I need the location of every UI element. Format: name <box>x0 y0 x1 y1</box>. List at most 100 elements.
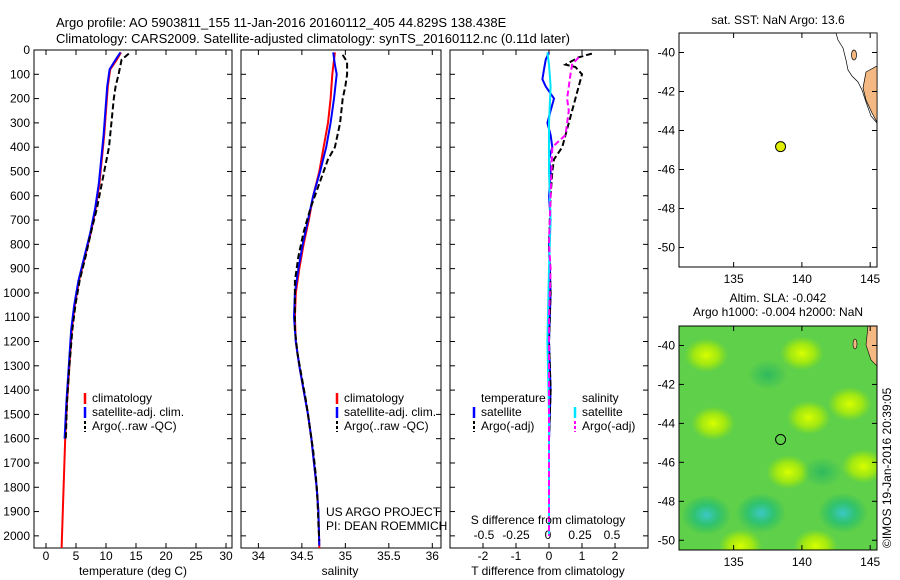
salinity-legend: climatology satellite-adj. clim. Argo(..… <box>335 391 436 433</box>
argo-float-sla-marker <box>775 434 787 446</box>
depth-tick-label: 200 <box>10 92 30 106</box>
difference-xlabel: T difference from climatology <box>471 564 625 578</box>
position-map-ytick-label: -42 <box>658 85 676 99</box>
difference-xtick-label: 0 <box>546 549 553 563</box>
salinity-xtick-label: 34.5 <box>290 549 314 563</box>
sla-anomaly-high <box>684 338 729 373</box>
temperature-xlabel: temperature (deg C) <box>79 564 187 578</box>
position-map-ytick-label: -50 <box>658 241 676 255</box>
position-map-ytick-label: -40 <box>658 46 676 60</box>
legend-group-temperature: temperature <box>481 391 546 405</box>
sla-map-title1: Altim. SLA: -0.042 <box>730 291 827 305</box>
depth-tick-label: 1400 <box>3 383 30 397</box>
difference-xtick-label: -1 <box>511 549 522 563</box>
position-map-title: sat. SST: NaN Argo: 13.6 <box>711 13 845 27</box>
depth-tick-label: 0 <box>23 43 30 57</box>
depth-tick-label: 700 <box>10 213 30 227</box>
depth-tick-label: 1000 <box>3 286 30 300</box>
sla-anomaly-mid-low <box>802 457 843 488</box>
depth-tick-label: 800 <box>10 237 30 251</box>
legend-label-climatology: climatology <box>344 391 404 405</box>
temperature-axes-frame <box>33 49 233 549</box>
temperature-xtick-label: 30 <box>219 549 233 563</box>
temperature-series-argo-raw-qc- <box>64 52 130 439</box>
credit-pi: PI: DEAN ROEMMICH <box>326 519 447 533</box>
sla-map-ytick-label: -50 <box>658 533 676 547</box>
salinity-xtick-label: 34 <box>252 549 266 563</box>
depth-tick-label: 1300 <box>3 359 30 373</box>
depth-tick-label: 1200 <box>3 335 30 349</box>
depth-tick-label: 600 <box>10 189 30 203</box>
difference-xtick-label: 1 <box>579 549 586 563</box>
sla-anomaly-low <box>681 494 732 535</box>
difference-x2tick-label: 0.5 <box>604 528 621 542</box>
sla-anomaly-high <box>766 455 811 490</box>
argo-float-position-marker <box>775 141 787 153</box>
figure-title-line2: Climatology: CARS2009. Satellite-adjuste… <box>56 31 571 46</box>
temperature-xtick-label: 15 <box>129 549 143 563</box>
depth-tick-label: 1100 <box>4 310 30 324</box>
legend-label-satellite: satellite-adj. clim. <box>92 405 184 419</box>
position-map-xtick-label: 145 <box>860 272 880 286</box>
figure-title-line1: Argo profile: AO 5903811_155 11-Jan-2016… <box>56 15 507 30</box>
position-map-xtick-label: 135 <box>724 272 744 286</box>
sla-map-ytick-label: -44 <box>658 416 676 430</box>
island-sla <box>852 338 858 350</box>
sla-anomaly-low <box>735 492 786 533</box>
depth-tick-label: 500 <box>10 164 30 178</box>
legend-label-argo: Argo(..raw -QC) <box>92 419 177 433</box>
sla-map-title2: Argo h1000: -0.004 h2000: NaN <box>693 305 863 319</box>
sla-anomaly-high <box>786 400 831 435</box>
depth-tick-label: 1500 <box>3 407 30 421</box>
depth-tick-label: 1700 <box>3 456 30 470</box>
sla-anomaly-high <box>841 449 877 484</box>
depth-tick-label: 900 <box>10 262 30 276</box>
legend-label-t-argo: Argo(-adj) <box>481 419 534 433</box>
difference-x2tick-label: 0.25 <box>568 528 592 542</box>
legend-label-t-satellite: satellite <box>481 405 522 419</box>
difference-x2label: S difference from climatology <box>471 513 626 527</box>
depth-tick-label: 1600 <box>3 432 30 446</box>
temperature-xtick-label: 10 <box>99 549 113 563</box>
sla-map-ytick-label: -40 <box>658 338 676 352</box>
credit-project: US ARGO PROJECT <box>326 505 441 519</box>
sla-anomaly-high <box>779 336 824 371</box>
legend-label-argo: Argo(..raw -QC) <box>344 419 429 433</box>
island <box>851 49 857 61</box>
legend-label-satellite: satellite-adj. clim. <box>344 405 436 419</box>
difference-x2tick-label: -0.25 <box>502 528 530 542</box>
salinity-xtick-label: 35 <box>339 549 353 563</box>
difference-x2tick-label: -0.5 <box>474 528 495 542</box>
depth-tick-label: 2000 <box>3 529 30 543</box>
sla-map-ytick-label: -48 <box>658 494 676 508</box>
salinity-xtick-label: 35.5 <box>377 549 401 563</box>
depth-tick-label: 1800 <box>3 480 30 494</box>
difference-xtick-label: -2 <box>478 549 489 563</box>
temperature-xtick-label: 20 <box>159 549 173 563</box>
temperature-legend: climatology satellite-adj. clim. Argo(..… <box>83 391 184 433</box>
salinity-series-argo-raw-qc- <box>293 54 349 541</box>
sla-map-frame <box>678 325 878 551</box>
sla-anomaly-low <box>817 492 868 533</box>
sla-anomaly-high <box>718 529 763 550</box>
temperature-xtick-label: 0 <box>43 549 50 563</box>
sla-map-xtick-label: 145 <box>860 555 880 569</box>
position-map-ytick-label: -48 <box>658 202 676 216</box>
salinity-xlabel: salinity <box>322 564 359 578</box>
sla-map-xtick-label: 135 <box>724 555 744 569</box>
sla-map-ytick-label: -46 <box>658 455 676 469</box>
position-map-ytick-label: -44 <box>658 124 676 138</box>
legend-group-salinity: salinity <box>582 391 619 405</box>
imos-timestamp: ©IMOS 19-Jan-2016 20:39:05 <box>880 387 894 548</box>
sla-anomaly-high <box>827 386 872 421</box>
depth-tick-label: 300 <box>10 116 30 130</box>
difference-series-salinity-argo-adj- <box>547 56 580 536</box>
legend-label-s-satellite: satellite <box>582 405 623 419</box>
sla-map-ytick-label: -42 <box>658 377 676 391</box>
land-mass <box>862 65 878 124</box>
difference-legend: temperature satellite Argo(-adj) salinit… <box>472 391 635 433</box>
position-map-xtick-label: 140 <box>792 272 812 286</box>
salinity-axes-frame <box>240 49 442 549</box>
difference-xtick-label: 2 <box>612 549 619 563</box>
temperature-xtick-label: 25 <box>189 549 203 563</box>
